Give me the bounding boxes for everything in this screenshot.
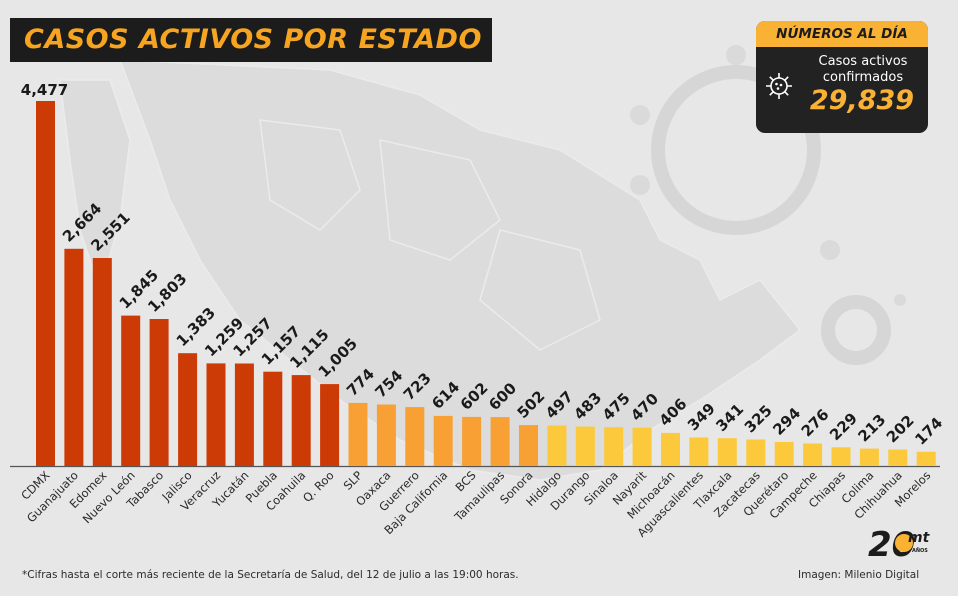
category-label-10: Q. Roo bbox=[300, 468, 337, 505]
virus-icon bbox=[766, 73, 792, 99]
logo-subtext: AÑOS bbox=[912, 547, 928, 554]
bar-17 bbox=[519, 425, 538, 466]
bar-26 bbox=[774, 442, 794, 466]
bar-12 bbox=[376, 404, 396, 466]
stats-label: Casos activos confirmados bbox=[818, 54, 908, 85]
value-label-11: 774 bbox=[343, 365, 378, 400]
bar-22 bbox=[661, 432, 680, 466]
bar-14 bbox=[433, 415, 453, 466]
milenio-20-logo: 20 mt AÑOS bbox=[868, 525, 931, 565]
stats-header: NÚMEROS AL DÍA bbox=[756, 21, 928, 47]
bar-24 bbox=[717, 438, 737, 466]
bar-0 bbox=[36, 101, 55, 466]
value-label-14: 614 bbox=[428, 378, 463, 413]
bar-30 bbox=[888, 449, 908, 466]
value-label-29: 213 bbox=[855, 411, 890, 446]
stats-box: NÚMEROS AL DÍA Casos activos confirmados… bbox=[756, 21, 928, 133]
value-label-18: 497 bbox=[542, 387, 577, 422]
value-label-20: 475 bbox=[599, 389, 634, 424]
bar-11 bbox=[348, 402, 368, 466]
bar-31 bbox=[916, 451, 936, 466]
logo-text: mt bbox=[908, 530, 931, 546]
bar-1 bbox=[64, 248, 84, 466]
bar-23 bbox=[689, 437, 709, 466]
bar-2 bbox=[92, 258, 112, 466]
value-label-0: 4,477 bbox=[21, 81, 68, 99]
value-label-26: 294 bbox=[769, 404, 804, 439]
bar-10 bbox=[320, 384, 340, 466]
value-label-15: 602 bbox=[457, 379, 492, 414]
bar-25 bbox=[746, 439, 766, 466]
bar-7 bbox=[234, 363, 254, 466]
bar-16 bbox=[490, 417, 510, 466]
bar-8 bbox=[263, 371, 283, 466]
bar-21 bbox=[632, 427, 652, 466]
bar-27 bbox=[803, 443, 823, 466]
value-label-24: 341 bbox=[712, 400, 747, 435]
bar-18 bbox=[547, 425, 567, 466]
bar-29 bbox=[859, 448, 879, 466]
image-credit: Imagen: Milenio Digital bbox=[798, 569, 920, 581]
bar-5 bbox=[178, 353, 198, 466]
stats-value: 29,839 bbox=[809, 85, 915, 116]
value-label-28: 229 bbox=[826, 409, 861, 444]
value-label-27: 276 bbox=[798, 405, 833, 440]
bar-13 bbox=[405, 407, 425, 466]
bar-20 bbox=[604, 427, 624, 466]
footnote: *Cifras hasta el corte más reciente de l… bbox=[22, 569, 519, 581]
value-label-12: 754 bbox=[372, 366, 407, 401]
value-label-19: 483 bbox=[570, 389, 605, 424]
value-label-22: 406 bbox=[656, 395, 691, 430]
bar-6 bbox=[206, 363, 226, 466]
title-bar bbox=[10, 18, 492, 62]
bar-9 bbox=[291, 375, 311, 466]
value-label-30: 202 bbox=[883, 411, 918, 446]
chart-title: CASOS ACTIVOS POR ESTADO bbox=[24, 24, 482, 55]
value-label-23: 349 bbox=[684, 399, 719, 434]
bar-3 bbox=[121, 315, 141, 466]
bar-4 bbox=[149, 319, 169, 466]
value-label-25: 325 bbox=[741, 401, 776, 436]
value-label-31: 174 bbox=[911, 414, 946, 449]
bar-28 bbox=[831, 447, 851, 466]
bar-19 bbox=[575, 426, 595, 466]
bar-15 bbox=[462, 416, 482, 466]
